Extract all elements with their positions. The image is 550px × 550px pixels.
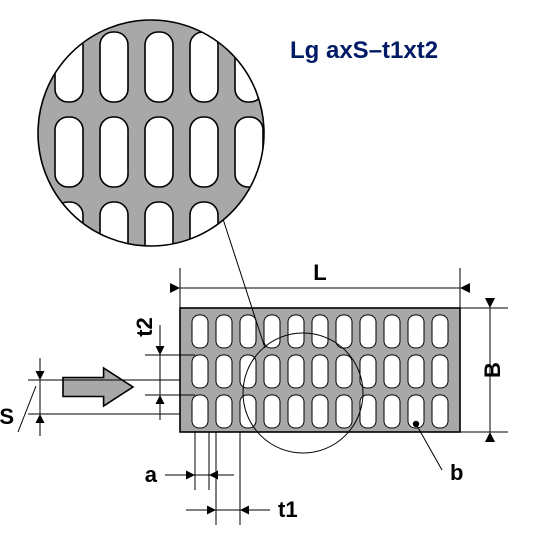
slot (288, 315, 304, 348)
zoom-slot (55, 117, 83, 187)
label-S: S (0, 404, 14, 429)
slot (312, 395, 328, 428)
zoom-slot (235, 32, 263, 102)
dim-B: B (460, 298, 508, 442)
label-L: L (313, 260, 326, 285)
slot (288, 395, 304, 428)
zoom-slot (190, 117, 218, 187)
slot (432, 355, 448, 388)
slot (336, 315, 352, 348)
zoom-slot (145, 117, 173, 187)
slot (384, 395, 400, 428)
slot (384, 355, 400, 388)
slot (264, 315, 280, 348)
slot (192, 315, 208, 348)
slot (216, 395, 232, 428)
zoom-slot (145, 32, 173, 102)
slot (336, 355, 352, 388)
zoom-slot (100, 117, 128, 187)
slot (360, 315, 376, 348)
slot (264, 355, 280, 388)
label-t1: t1 (278, 497, 298, 522)
slot (264, 395, 280, 428)
zoom-slot (55, 202, 83, 272)
formula-title: Lg axS–t1xt2 (290, 37, 438, 64)
slot (240, 355, 256, 388)
slot (408, 355, 424, 388)
dim-a: a (145, 432, 234, 490)
slot (288, 355, 304, 388)
zoom-slot (190, 32, 218, 102)
slot (192, 355, 208, 388)
slot (216, 315, 232, 348)
slot (312, 315, 328, 348)
zoom-detail (33, 15, 269, 272)
direction-arrow-icon (63, 368, 133, 406)
dim-L: L (170, 260, 470, 308)
slot (384, 315, 400, 348)
slot (240, 315, 256, 348)
slot (312, 355, 328, 388)
perforated-sheet (180, 308, 460, 432)
zoom-slot (145, 202, 173, 272)
slot (336, 395, 352, 428)
label-B: B (480, 362, 505, 378)
slot (216, 355, 232, 388)
zoom-slot (235, 202, 263, 272)
slot (240, 395, 256, 428)
slot (432, 395, 448, 428)
dim-t1: t1 (186, 432, 298, 525)
zoom-slot (235, 117, 263, 187)
label-b: b (450, 460, 463, 485)
slot (408, 315, 424, 348)
slot (192, 395, 208, 428)
slot (432, 315, 448, 348)
label-a: a (145, 462, 158, 487)
zoom-slot (100, 202, 128, 272)
zoom-slot (100, 32, 128, 102)
label-t2: t2 (132, 317, 157, 337)
